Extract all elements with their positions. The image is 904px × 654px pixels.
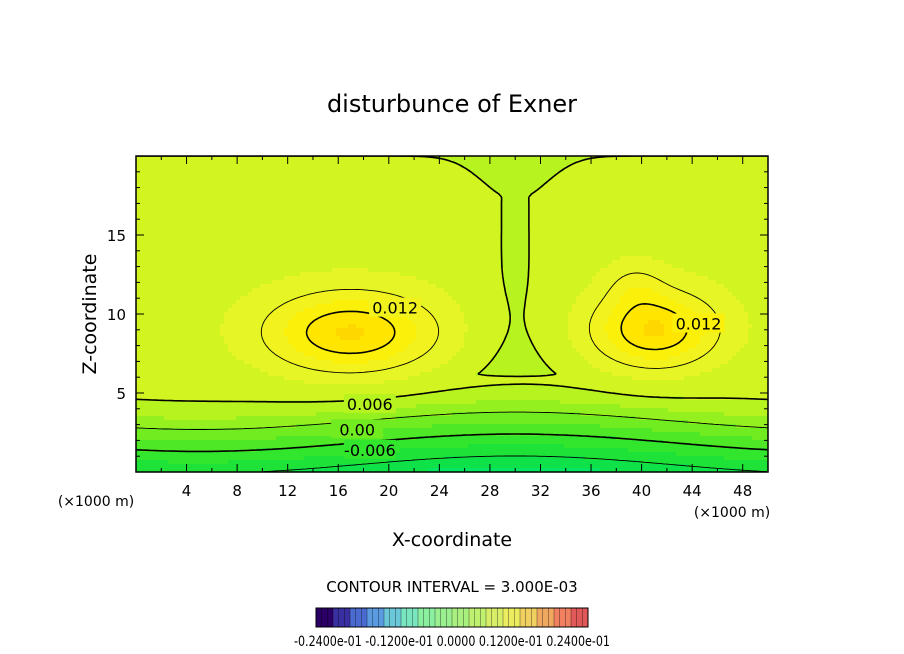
colorbar-swatch <box>571 608 589 627</box>
contour-label-background <box>343 394 396 414</box>
x-tick-label: 32 <box>531 482 550 500</box>
y-tick-label: 15 <box>107 227 126 245</box>
colorbar-swatch <box>435 608 453 627</box>
colorbar <box>316 608 589 627</box>
y-tick-label: 10 <box>107 306 126 324</box>
contour-interval-label: CONTOUR INTERVAL = 3.000E-03 <box>326 578 577 596</box>
contour-label-background <box>331 419 384 439</box>
contour-labels: 0.012 0.012 0.006 0.00 -0.006 <box>331 297 725 460</box>
x-tick-label: 12 <box>278 482 297 500</box>
contour-label-background <box>672 313 725 333</box>
x-tick-label: 20 <box>379 482 398 500</box>
contour-line <box>305 303 688 355</box>
colorbar-swatch <box>537 608 555 627</box>
colorbar-swatch <box>367 608 385 627</box>
contour-label: -0.006 <box>344 441 396 460</box>
x-tick-label: 40 <box>632 482 651 500</box>
contour-label: 0.006 <box>347 395 393 414</box>
z-unit-label: (×1000 m) <box>58 494 134 510</box>
colorbar-swatch <box>554 608 572 627</box>
contour-label: 0.012 <box>372 299 418 318</box>
contour-lines <box>136 156 768 472</box>
y-axis-label: Z-coordinate <box>79 254 101 375</box>
x-unit-label: (×1000 m) <box>694 505 770 521</box>
x-tick-label: 16 <box>329 482 348 500</box>
contour-label-background <box>343 439 396 459</box>
colorbar-swatch <box>418 608 436 627</box>
colorbar-swatch <box>469 608 487 627</box>
colorbar-swatch <box>350 608 368 627</box>
x-axis-label: X-coordinate <box>392 529 512 551</box>
x-tick-label: 24 <box>430 482 449 500</box>
colorbar-swatch <box>503 608 521 627</box>
colorbar-frame <box>315 607 589 628</box>
x-tick-label: 48 <box>733 482 752 500</box>
colorbar-tick-labels: -0.2400e-01 -0.1200e-01 0.0000 0.1200e-0… <box>294 634 610 650</box>
contour-label: 0.00 <box>339 420 375 439</box>
colorbar-swatch <box>316 608 334 627</box>
x-tick-label: 44 <box>683 482 702 500</box>
contour-fill-field <box>136 156 768 472</box>
contour-label: 0.012 <box>676 314 722 333</box>
x-axis-ticks: 4 8 12 16 20 24 28 32 36 40 44 48 <box>160 156 752 500</box>
chart-title: disturbunce of Exner <box>327 90 577 118</box>
x-tick-label: 4 <box>182 482 192 500</box>
y-tick-label: 5 <box>116 385 126 403</box>
colorbar-swatch <box>401 608 419 627</box>
colorbar-swatch <box>452 608 470 627</box>
colorbar-swatch <box>384 608 402 627</box>
colorbar-swatch <box>333 608 351 627</box>
x-tick-label: 8 <box>232 482 242 500</box>
contour-label-background <box>369 297 422 317</box>
x-tick-label: 36 <box>581 482 600 500</box>
colorbar-swatch <box>520 608 538 627</box>
x-tick-label: 28 <box>480 482 499 500</box>
y-axis-ticks: 5 10 15 <box>107 171 768 457</box>
colorbar-swatch <box>486 608 504 627</box>
contour-line <box>136 156 768 403</box>
